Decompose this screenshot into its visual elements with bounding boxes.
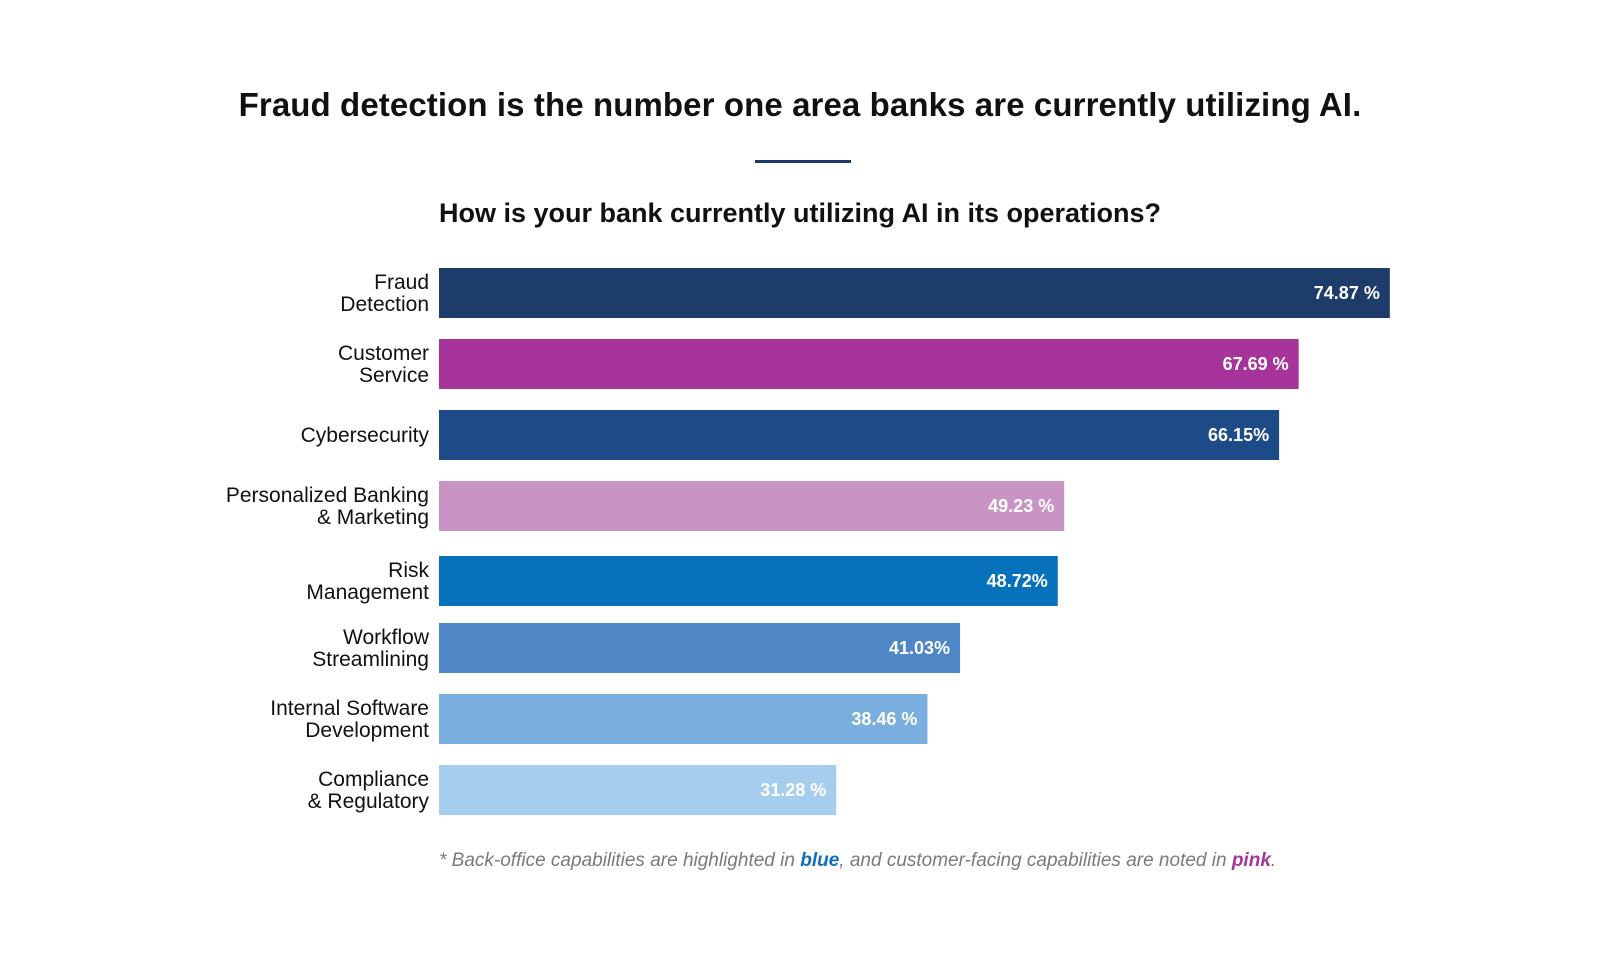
chart-headline: Fraud detection is the number one area b… bbox=[238, 86, 1362, 123]
category-label-line: & Marketing bbox=[317, 506, 429, 529]
category-label-line: Personalized Banking bbox=[226, 484, 429, 507]
category-label-line: Compliance bbox=[318, 768, 429, 791]
category-label-line: Fraud bbox=[374, 271, 429, 294]
bar-personalized-banking-and-marketing bbox=[439, 481, 1065, 531]
chart-footnote: * Back-office capabilities are highlight… bbox=[439, 850, 1276, 872]
bar-customer-service bbox=[439, 339, 1299, 389]
chart-title: How is your bank currently utilizing AI … bbox=[438, 198, 1162, 228]
bar-cybersecurity bbox=[439, 410, 1280, 460]
category-label-personalized-banking-and-marketing: Personalized Banking & Marketing bbox=[226, 484, 429, 529]
category-label-customer-service: Customer Service bbox=[338, 342, 429, 387]
headline-divider bbox=[755, 160, 851, 163]
category-label-line: Cybersecurity bbox=[301, 424, 430, 447]
bar-internal-software-development bbox=[439, 694, 928, 744]
category-label-internal-software-development: Internal Software Development bbox=[270, 697, 429, 742]
value-label-workflow-streamlining: 41.03% bbox=[889, 638, 950, 658]
category-label-workflow-streamlining: Workflow Streamlining bbox=[312, 626, 430, 671]
category-label-risk-management: Risk Management bbox=[306, 559, 429, 604]
category-label-line: Customer bbox=[338, 342, 429, 365]
category-label-line: Internal Software bbox=[270, 697, 429, 720]
category-label-line: & Regulatory bbox=[308, 790, 430, 813]
bar-risk-management bbox=[439, 556, 1058, 606]
category-label-line: Management bbox=[306, 581, 429, 604]
value-label-cybersecurity: 66.15% bbox=[1208, 425, 1269, 445]
footnote-suffix: . bbox=[1270, 850, 1277, 871]
category-label-line: Streamlining bbox=[312, 648, 429, 671]
value-label-compliance-and-regulatory: 31.28 % bbox=[760, 780, 826, 800]
category-label-compliance-and-regulatory: Compliance & Regulatory bbox=[308, 768, 430, 813]
value-label-customer-service: 67.69 % bbox=[1223, 354, 1289, 374]
footnote-prefix: * Back-office capabilities are highlight… bbox=[439, 850, 801, 871]
footnote-blue-word: blue bbox=[800, 850, 840, 871]
bar-compliance-and-regulatory bbox=[439, 765, 837, 815]
value-label-personalized-banking-and-marketing: 49.23 % bbox=[988, 496, 1054, 516]
bar-workflow-streamlining bbox=[439, 623, 961, 673]
category-label-line: Service bbox=[359, 364, 429, 387]
footnote-pink-word: pink bbox=[1231, 850, 1271, 871]
bar-fraud-detection bbox=[439, 268, 1390, 318]
category-label-line: Development bbox=[305, 719, 429, 742]
category-label-fraud-detection: Fraud Detection bbox=[340, 271, 429, 316]
category-label-line: Detection bbox=[340, 293, 429, 316]
footnote-middle: , and customer-facing capabilities are n… bbox=[839, 850, 1232, 871]
category-label-cybersecurity: Cybersecurity bbox=[301, 424, 430, 447]
category-label-line: Risk bbox=[388, 559, 429, 582]
value-label-fraud-detection: 74.87 % bbox=[1314, 283, 1380, 303]
value-label-risk-management: 48.72% bbox=[987, 571, 1048, 591]
category-label-line: Workflow bbox=[343, 626, 430, 649]
value-label-internal-software-development: 38.46 % bbox=[851, 709, 917, 729]
